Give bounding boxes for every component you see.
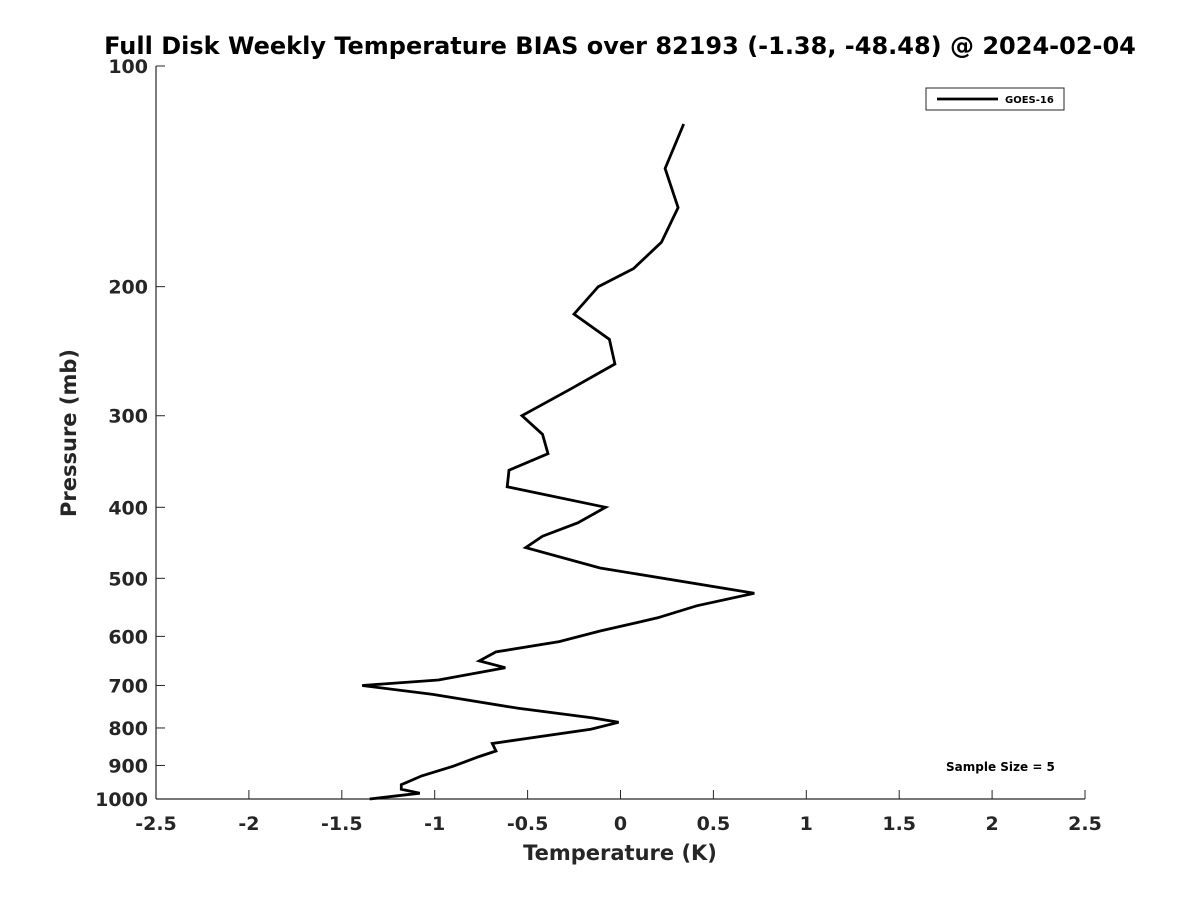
x-tick-label: 1.5 (882, 813, 916, 835)
y-axis-label: Pressure (mb) (57, 349, 81, 517)
x-tick-label: 2.5 (1068, 813, 1102, 835)
legend: GOES-16 (925, 87, 1065, 111)
y-tick-label: 900 (108, 755, 148, 777)
x-tick-label: 0.5 (697, 813, 731, 835)
y-tick-label: 300 (108, 406, 148, 428)
series-line-goes-16 (362, 123, 755, 801)
x-tick-label: 2 (985, 813, 998, 835)
y-tick-label: 700 (108, 675, 148, 697)
y-tick-label: 500 (108, 568, 148, 590)
y-tick-label: 1000 (95, 789, 148, 811)
x-tick-label: -1 (424, 813, 445, 835)
legend-label: GOES-16 (1005, 95, 1054, 106)
y-tick-label: 400 (108, 497, 148, 519)
x-tick-label: -2.5 (135, 813, 177, 835)
y-tick-label: 600 (108, 626, 148, 648)
y-tick-label: 100 (108, 56, 148, 78)
sample-size-annotation: Sample Size = 5 (946, 760, 1055, 774)
y-tick-label: 200 (108, 277, 148, 299)
y-ticks: 100 200 300 400 500 600 700 800 900 1000 (95, 56, 165, 811)
x-tick-label: -0.5 (507, 813, 549, 835)
y-tick-label: 800 (108, 718, 148, 740)
x-tick-label: -1.5 (321, 813, 363, 835)
x-tick-label: 1 (800, 813, 813, 835)
x-tick-label: 0 (614, 813, 627, 835)
chart-title: Full Disk Weekly Temperature BIAS over 8… (104, 32, 1136, 60)
plot-axes (155, 66, 1085, 800)
x-axis-label: Temperature (K) (523, 841, 717, 865)
x-ticks: -2.5 -2 -1.5 -1 -0.5 0 0.5 1 1.5 2 2.5 (135, 790, 1102, 835)
x-tick-label: -2 (238, 813, 259, 835)
